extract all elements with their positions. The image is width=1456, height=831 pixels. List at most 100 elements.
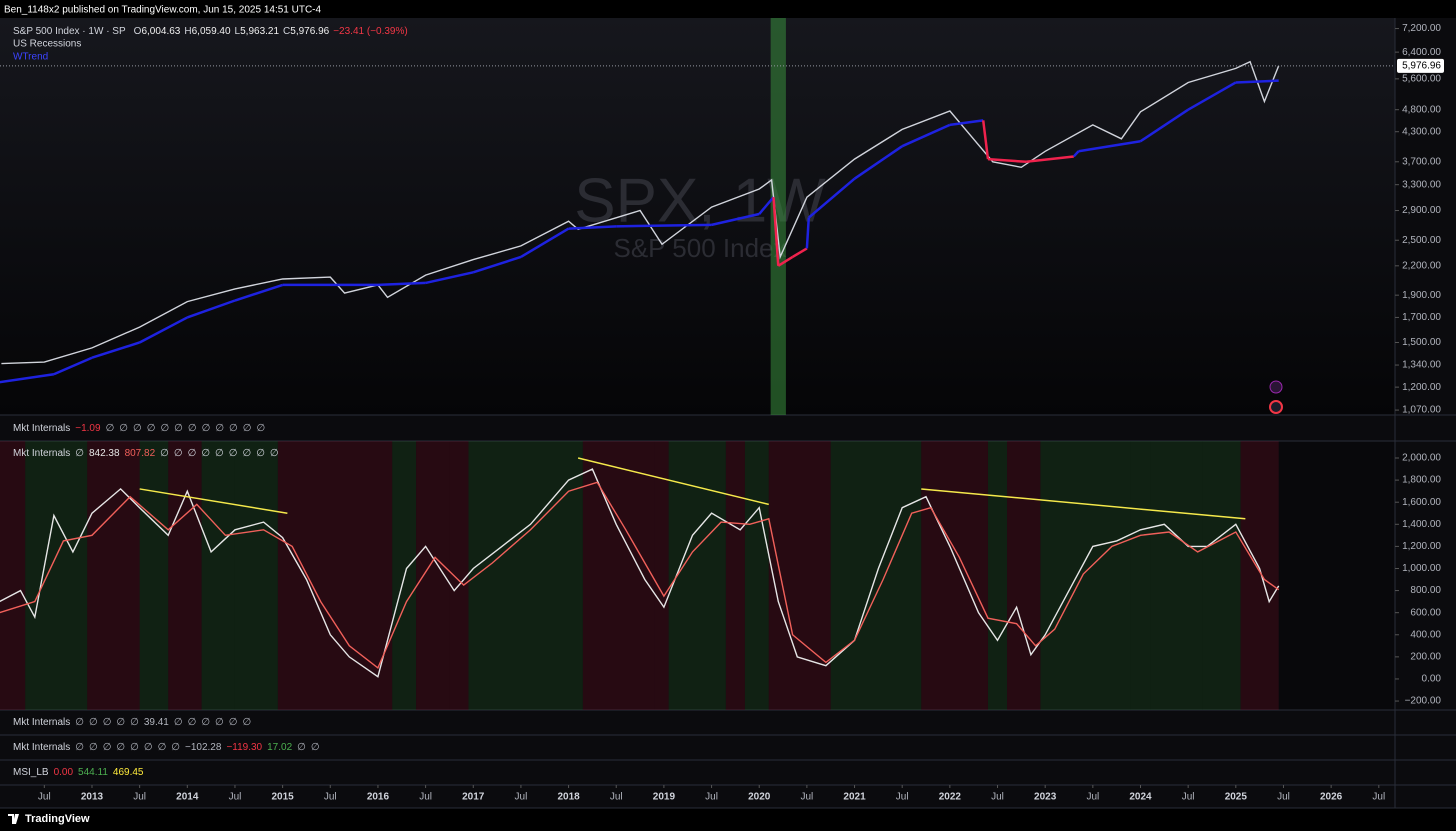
ohlc-value: 6,004.63: [141, 26, 180, 37]
regime-band: [1040, 441, 1131, 710]
last-price-box: [1397, 58, 1444, 73]
pane-title: Mkt Internals: [13, 742, 70, 753]
pane-legend: Mkt Internals −1.09 ∅ ∅ ∅ ∅ ∅ ∅ ∅ ∅ ∅ ∅ ∅ ∅: [13, 423, 265, 434]
trend-segment: [472, 255, 522, 274]
trend-segment: [520, 227, 570, 259]
pane-value: ∅: [256, 423, 265, 434]
x-tick-label: 2017: [462, 792, 485, 803]
pane-value: ∅: [89, 717, 98, 728]
pane-value: ∅: [229, 717, 238, 728]
pane-value: 0.00: [54, 767, 74, 778]
trendline: [921, 488, 1246, 520]
pane-value: ∅: [116, 717, 125, 728]
trend-segment: [186, 299, 236, 319]
oscillator-legend: Mkt Internals ∅ 842.38 807.82 ∅ ∅ ∅ ∅ ∅ ∅ ∅ ∅ ∅: [13, 448, 279, 459]
regime-band: [668, 441, 726, 710]
pane-legend: Mkt Internals ∅ ∅ ∅ ∅ ∅ ∅ ∅ ∅ −102.28 −119.30 17.02…: [13, 742, 320, 753]
x-tick-label: 2025: [1225, 792, 1248, 803]
pane-value: ∅: [144, 742, 153, 753]
pane-value: ∅: [103, 742, 112, 753]
trend-segment: [139, 316, 188, 344]
trend-segment: [807, 177, 856, 219]
trend-segment: [568, 225, 617, 230]
ohlc-value: 6,059.40: [192, 26, 231, 37]
regime-band: [1007, 441, 1041, 710]
pane-value: ∅: [75, 717, 84, 728]
regime-band: [25, 441, 88, 710]
y-tick-label: 2,200.00: [1402, 260, 1441, 271]
x-tick-label: 2023: [1034, 792, 1057, 803]
logo: [8, 814, 19, 824]
trend-segment: [53, 356, 93, 376]
y-tick-label: 1,200.00: [1402, 382, 1441, 393]
y-tick-label: 1,700.00: [1402, 312, 1441, 323]
x-tick-label: 2020: [748, 792, 771, 803]
regime-band: [0, 441, 26, 710]
trend-segment: [901, 123, 951, 148]
regime-band: [725, 441, 745, 710]
x-tick-label: 2013: [81, 792, 104, 803]
brand[interactable]: TradingView: [25, 813, 90, 825]
pane-value: ∅: [201, 717, 210, 728]
recession-band: [770, 18, 786, 415]
pane-value: ∅: [297, 742, 306, 753]
pane-value: ∅: [106, 423, 115, 434]
footer-bar: [0, 808, 1456, 831]
pane-value: ∅: [116, 742, 125, 753]
regime-band: [139, 441, 169, 710]
pane-value: 469.45: [113, 767, 144, 778]
legend-item: ∅: [242, 448, 251, 459]
x-tick-label: Jul: [1372, 792, 1385, 803]
wtrend-legend: WTrend: [13, 52, 48, 63]
trend-segment: [853, 145, 903, 180]
y-tick-label: 0.00: [1422, 674, 1442, 685]
recession-legend: US Recessions: [13, 39, 81, 50]
x-tick-label: Jul: [1086, 792, 1099, 803]
pane-value: ∅: [188, 423, 197, 434]
pane-value: ∅: [174, 717, 183, 728]
regime-band: [1130, 441, 1151, 710]
regime-band: [654, 441, 669, 710]
pane-value: −119.30: [226, 742, 262, 753]
ohlc-label: L: [235, 26, 241, 37]
x-tick-label: 2024: [1129, 792, 1152, 803]
pane-value: ∅: [133, 423, 142, 434]
pane-value: 17.02: [267, 742, 292, 753]
y-tick-label: 1,400.00: [1402, 519, 1441, 530]
icon: [1269, 380, 1283, 394]
pane-value: ∅: [171, 742, 180, 753]
trend-segment: [1139, 108, 1189, 143]
x-tick-label: 2016: [367, 792, 390, 803]
ohlc-label: H: [184, 26, 191, 37]
regime-band: [1240, 441, 1279, 710]
legend-item: ∅: [160, 448, 169, 459]
pane-value: ∅: [215, 423, 224, 434]
pane-value: 544.11: [78, 767, 108, 778]
y-tick-label: 4,800.00: [1402, 104, 1441, 115]
x-tick-label: 2026: [1320, 792, 1343, 803]
y-tick-label: 2,000.00: [1402, 453, 1441, 464]
trend-segment: [234, 283, 284, 302]
legend-item: ∅: [215, 448, 224, 459]
x-tick-label: Jul: [515, 792, 528, 803]
regime-band: [1150, 441, 1203, 710]
legend-item: ∅: [229, 448, 238, 459]
y-tick-label: 1,600.00: [1402, 497, 1441, 508]
y-tick-label: −200.00: [1405, 696, 1442, 707]
trend-segment: [772, 197, 780, 266]
trend-segment: [1025, 155, 1074, 164]
x-tick-label: Jul: [610, 792, 623, 803]
y-tick-label: 7,200.00: [1402, 23, 1441, 34]
regime-band: [87, 441, 140, 710]
x-tick-label: Jul: [38, 792, 51, 803]
legend-item: ∅: [188, 448, 197, 459]
pane-value: ∅: [130, 742, 139, 753]
last-price-label: 5,976.96: [1402, 60, 1441, 71]
pane-value: ∅: [119, 423, 128, 434]
pane-value: ∅: [89, 742, 98, 753]
trend-segment: [377, 281, 426, 287]
x-tick-label: Jul: [133, 792, 146, 803]
trend-segment: [91, 341, 141, 359]
pane-title: Mkt Internals: [13, 423, 70, 434]
